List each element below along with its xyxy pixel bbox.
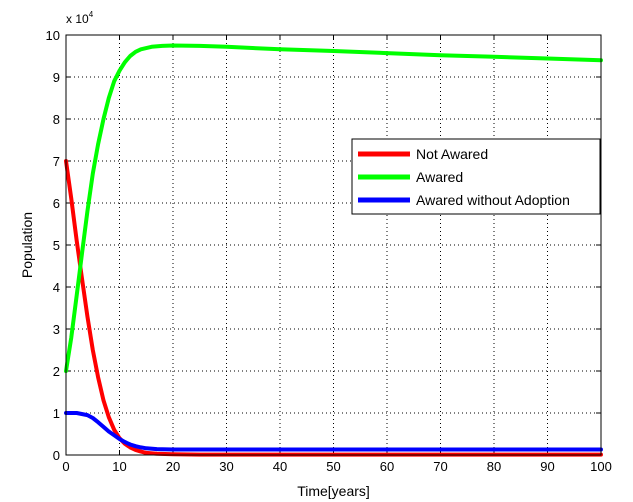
- plot-frame: [65, 34, 602, 456]
- exponent-label: x 104: [66, 10, 94, 26]
- x-tick-label: 0: [62, 459, 69, 474]
- x-tick-label: 30: [219, 459, 233, 474]
- plot-area: [66, 35, 601, 455]
- x-tick-label: 70: [433, 459, 447, 474]
- legend-label: Not Awared: [416, 146, 488, 162]
- series-line-awared-without-adoption: [64, 411, 603, 452]
- x-tick-label: 20: [166, 459, 180, 474]
- y-tick-label: 1: [53, 406, 60, 421]
- x-tick-label: 50: [326, 459, 340, 474]
- y-tick-label: 8: [53, 112, 60, 127]
- x-tick-label: 90: [540, 459, 554, 474]
- y-tick-label: 3: [53, 322, 60, 337]
- x-tick-label: 80: [487, 459, 501, 474]
- exponent-base: x 10: [66, 12, 89, 26]
- series-lines: [64, 43, 603, 457]
- x-tick-label: 40: [273, 459, 287, 474]
- y-tick-label: 7: [53, 154, 60, 169]
- y-tick-label: 10: [46, 28, 60, 43]
- x-tick-label: 10: [112, 459, 126, 474]
- legend: Not Awared Awared Awared without Adoption: [351, 138, 601, 215]
- x-tick-label: 100: [590, 459, 612, 474]
- y-tick-label: 6: [53, 196, 60, 211]
- x-axis-label: Time[years]: [297, 483, 370, 499]
- y-tick-label: 2: [53, 364, 60, 379]
- y-axis-label: Population: [19, 212, 35, 278]
- exponent-power: 4: [89, 10, 94, 19]
- legend-label: Awared: [416, 169, 463, 185]
- x-tick-label: 60: [380, 459, 394, 474]
- legend-label: Awared without Adoption: [416, 192, 570, 208]
- tick-labels: 0 10 20 30 40 50 60 70 80 90 100 0 1 2 3 4 5 6 7 8 9 10: [46, 28, 612, 474]
- y-tick-label: 4: [53, 280, 60, 295]
- series-line-awared: [64, 43, 603, 373]
- y-tick-label: 9: [53, 70, 60, 85]
- y-tick-label: 5: [53, 238, 60, 253]
- y-tick-label: 0: [53, 448, 60, 463]
